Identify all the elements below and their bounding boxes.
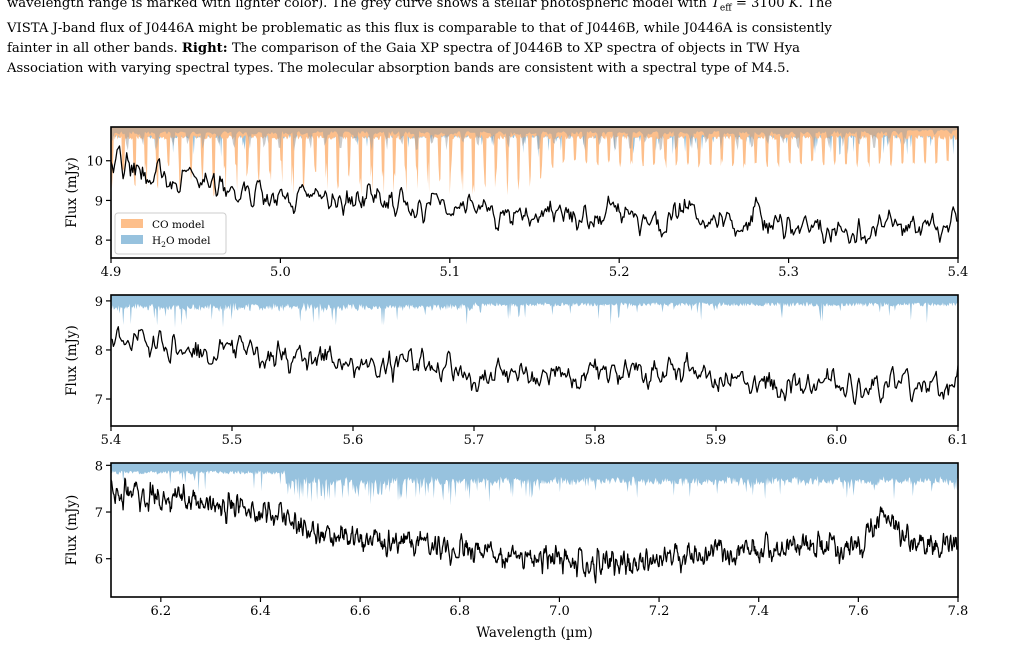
x-tick-label: 6.2 [150,604,171,619]
caption-line: wavelength range is marked with lighter … [7,0,1028,19]
y-tick-label: 7 [95,506,103,521]
x-tick-label: 5.1 [439,265,460,280]
x-tick-label: 6.8 [449,604,470,619]
legend-label-co: CO model [152,219,205,231]
legend-label-h2o: H2O model [152,235,211,249]
x-tick-label: 5.5 [222,433,243,448]
caption-text: eff [719,3,732,14]
y-tick-label: 6 [95,553,103,568]
caption-line: Association with varying spectral types.… [7,59,1028,79]
y-tick-label: 8 [95,459,103,474]
x-tick-label: 6.1 [948,433,969,448]
caption-text: wavelength range is marked with lighter … [7,0,712,11]
y-tick-label: 9 [95,295,103,310]
legend-label-part: H [152,235,161,247]
chart-panel-bottom: 6.2 6.4 6.6 6.8 7.0 7.2 7.4 7.6 7.8 6 7 8 Flux (mJy)… [64,459,968,641]
x-tick-label: 6.6 [350,604,371,619]
chart-panel-top: 4.9 5.0 5.1 5.2 5.3 5.4 8 9 10 Flux (mJy) CO model… [64,126,969,280]
y-axis-label: Flux (mJy) [64,325,80,396]
x-tick-label: 5.2 [609,265,630,280]
y-axis-label: Flux (mJy) [64,495,80,566]
figure-caption: wavelength range is marked with lighter … [7,0,1028,79]
x-tick-label: 7.8 [948,604,969,619]
x-tick-label: 5.0 [270,265,291,280]
x-tick-label: 6.4 [250,604,271,619]
x-tick-label: 7.4 [748,604,769,619]
overlap-band [111,127,958,151]
plot-area [111,463,958,584]
axes-frame [110,462,959,598]
y-tick-label: 10 [86,155,103,170]
caption-text: fainter in all other bands. [7,40,182,56]
caption-text: K [788,0,799,11]
y-tick-label: 8 [95,344,103,359]
y-axis-label: Flux (mJy) [64,157,80,228]
plot-area [111,295,958,405]
chart-panel-middle: 5.4 5.5 5.6 5.7 5.8 5.9 6.0 6.1 7 8 9 Flux (mJy) [64,294,969,448]
y-tick-label: 7 [95,393,103,408]
x-axis-label: Wavelength (µm) [476,625,593,641]
caption-line: fainter in all other bands. Right: The c… [7,39,1028,59]
legend-label-part: O model [166,235,211,247]
caption-text: VISTA J-band flux of J0446A might be pro… [7,20,832,36]
h2o-model-band [111,463,958,506]
y-tick-label: 8 [95,234,103,249]
caption-text: Association with varying spectral types.… [7,60,790,76]
plot-area [111,127,958,245]
h2o-model-band [111,295,958,328]
caption-text: Right: [181,40,228,56]
x-tick-label: 5.7 [464,433,485,448]
caption-text: The comparison of the Gaia XP spectra of… [227,40,801,56]
x-tick-label: 7.0 [549,604,570,619]
axes-frame [110,126,959,259]
legend-swatch-h2o [121,235,143,244]
x-tick-label: 5.9 [706,433,727,448]
observed-spectrum-line [111,326,958,405]
x-tick-label: 7.6 [848,604,869,619]
caption-text: T [711,0,720,11]
axes-frame [110,294,959,427]
observed-spectrum-line [111,477,958,584]
caption-line: VISTA J-band flux of J0446A might be pro… [7,19,1028,39]
observed-spectrum-line [111,145,958,245]
x-tick-label: 5.3 [778,265,799,280]
legend: CO model H2O model [114,212,227,255]
x-tick-label: 5.4 [101,433,122,448]
legend-label-part: 2 [161,240,166,249]
caption-text: . The [798,0,833,11]
x-tick-label: 5.8 [585,433,606,448]
x-tick-label: 4.9 [101,265,122,280]
caption-text: = 3100 [731,0,789,11]
x-tick-label: 5.4 [948,265,969,280]
y-tick-label: 9 [95,194,103,209]
x-tick-label: 5.6 [343,433,364,448]
x-tick-label: 6.0 [827,433,848,448]
legend-swatch-co [121,219,143,228]
x-tick-label: 7.2 [649,604,670,619]
